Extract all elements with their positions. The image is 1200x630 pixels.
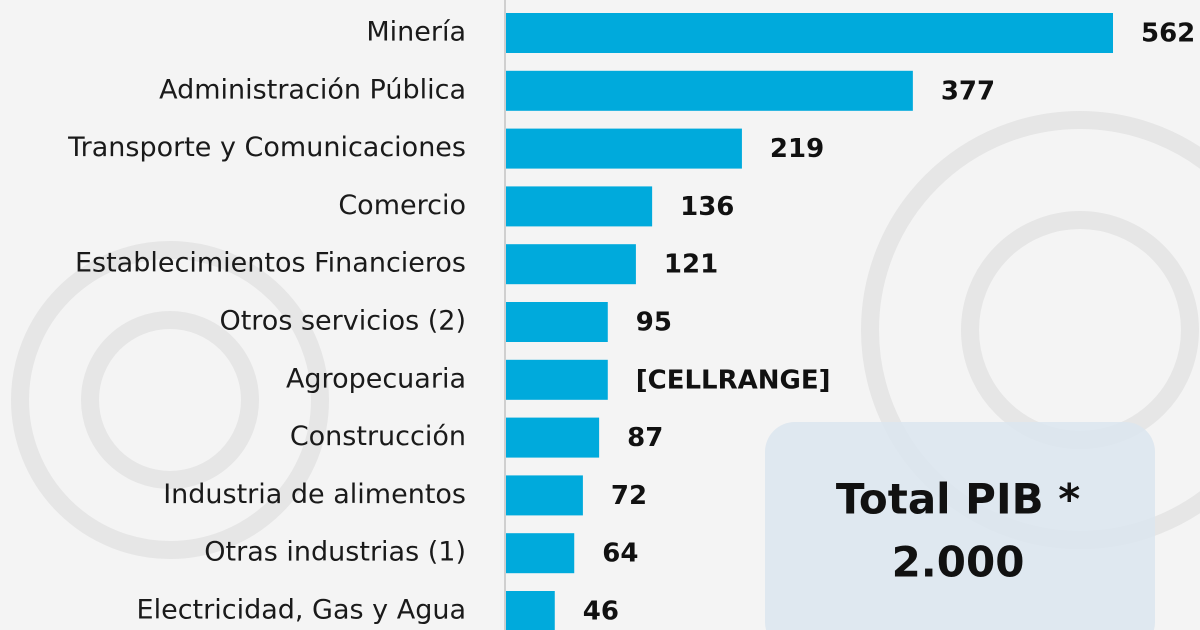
category-label: Transporte y Comunicaciones [67,132,466,163]
data-label: 377 [941,76,995,106]
total-value: 2.000 [892,538,1025,587]
bar [506,70,913,111]
data-label: 136 [680,192,734,222]
category-label: Comercio [338,190,466,221]
bar [506,475,583,516]
data-label: 46 [583,597,619,627]
data-label: 121 [664,250,718,280]
data-label: 87 [627,423,663,453]
total-label: Total PIB * [836,475,1080,524]
category-label: Agropecuaria [286,363,466,394]
bar [506,13,1113,53]
category-label: Construcción [290,421,466,452]
category-label: Administración Pública [159,74,466,105]
data-label: 72 [611,481,647,511]
category-label: Otros servicios (2) [219,306,466,337]
total-box [765,422,1155,630]
category-label: Electricidad, Gas y Agua [137,595,466,626]
category-label: Industria de alimentos [163,479,466,510]
data-label: 64 [602,539,638,569]
bar [506,533,575,574]
bar [506,244,636,285]
bar [506,417,600,458]
category-label: Otras industrias (1) [204,537,466,568]
data-label: 95 [636,308,672,338]
data-label: [CELLRANGE] [636,365,831,395]
data-label: 219 [770,134,824,164]
bar [506,186,653,227]
bar [506,128,742,169]
category-label: Minería [366,17,466,48]
bar [506,302,608,342]
bar [506,359,608,400]
category-label: Establecimientos Financieros [75,248,466,279]
data-label: 562 [1141,19,1195,49]
bar [506,591,555,630]
